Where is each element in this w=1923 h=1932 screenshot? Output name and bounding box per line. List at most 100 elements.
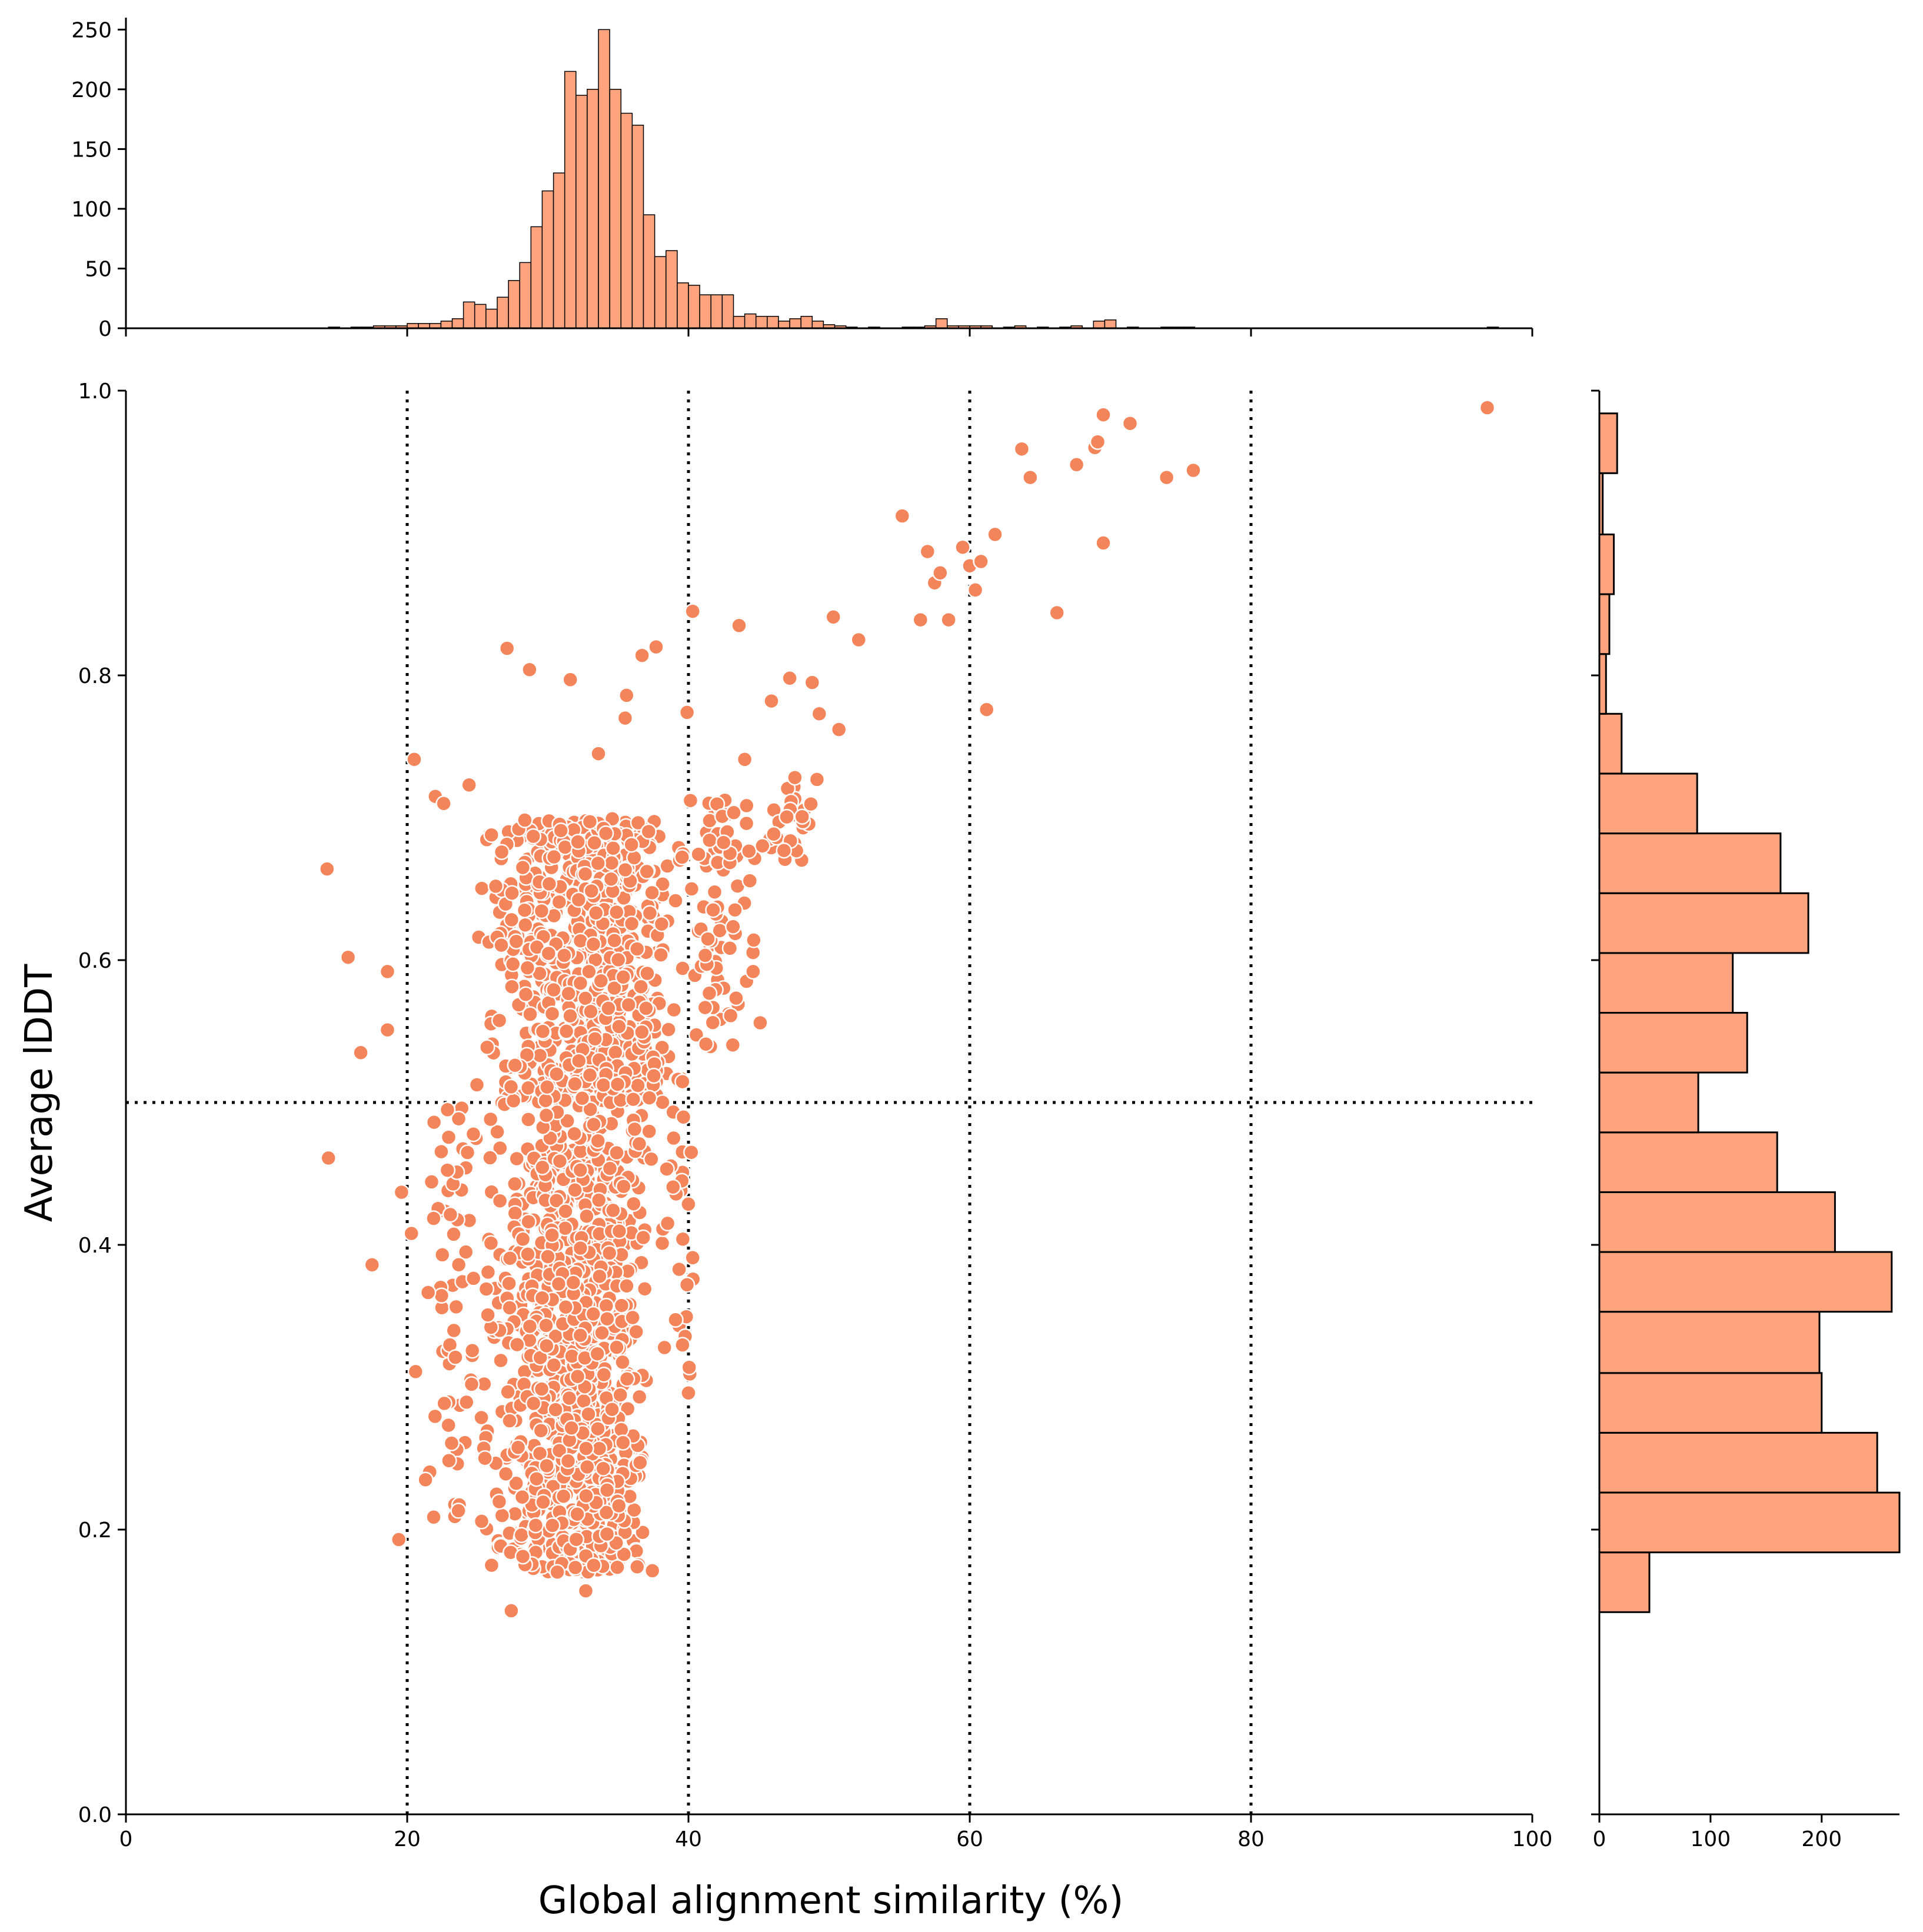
scatter-point (617, 861, 634, 878)
scatter-point (634, 1024, 650, 1041)
scatter-point (508, 1475, 524, 1492)
scatter-point (557, 1203, 574, 1220)
top-histogram-y-tick-label: 150 (71, 138, 112, 162)
scatter-point (617, 709, 634, 727)
scatter-point (658, 1161, 675, 1177)
right-histogram-bar (1598, 1251, 1893, 1313)
scatter-point (653, 947, 669, 963)
top-histogram-y-tick-label: 0 (98, 317, 112, 341)
scatter-point (567, 1182, 583, 1198)
scatter-point (666, 1001, 683, 1018)
scatter-point (535, 1494, 551, 1511)
scatter-point (549, 1564, 565, 1580)
scatter-point (403, 1225, 420, 1242)
scatter-point (641, 1123, 657, 1140)
scatter-point (500, 1384, 516, 1400)
scatter-point (514, 1231, 531, 1248)
scatter-point (616, 1178, 632, 1195)
right-histogram-bar (1598, 1431, 1878, 1494)
scatter-point (491, 1012, 508, 1029)
scatter-point (684, 1250, 701, 1266)
right-histogram-bar (1598, 1131, 1778, 1193)
scatter-point (447, 1349, 464, 1365)
top-histogram-y-tick-label: 200 (71, 78, 112, 102)
scatter-point (680, 1196, 697, 1213)
scatter-point (461, 777, 477, 794)
scatter-point (682, 792, 699, 809)
scatter-point (697, 1035, 714, 1052)
scatter-point (598, 1482, 616, 1498)
scatter-point (440, 1417, 457, 1434)
top-histogram-bar (474, 304, 487, 329)
scatter-point (578, 1487, 594, 1504)
scatter-point (726, 804, 742, 821)
scatter-point (463, 1376, 480, 1393)
scatter-point (390, 1531, 407, 1548)
scatter-point (577, 865, 594, 882)
scatter-point (611, 1497, 627, 1514)
scatter-point (483, 1557, 500, 1574)
scatter-point (894, 508, 911, 524)
scatter-points (319, 399, 1496, 1619)
scatter-point (678, 704, 696, 721)
scatter-point (830, 721, 847, 738)
scatter-point (527, 1517, 544, 1534)
scatter-point (534, 1159, 551, 1175)
scatter-plot: 0 20 40 60 80 100 0.0 0.2 0.4 0.6 0.8 1.0 (78, 379, 1553, 1851)
scatter-point (659, 1215, 676, 1232)
scatter-point (433, 1143, 450, 1160)
x-tick-label: 40 (675, 1827, 702, 1851)
scatter-point (593, 972, 610, 990)
scatter-point (612, 1387, 628, 1403)
scatter-point (433, 1287, 450, 1304)
scatter-point (639, 965, 656, 982)
scatter-point (684, 603, 701, 619)
scatter-point (654, 876, 671, 892)
top-histogram-bar (755, 315, 768, 329)
scatter-point (644, 884, 660, 901)
scatter-point (607, 1044, 624, 1061)
top-histogram-bar (767, 315, 779, 329)
top-histogram-bar (553, 172, 565, 329)
scatter-point (614, 1354, 631, 1371)
scatter-point (705, 901, 721, 918)
scatter-point (1095, 407, 1112, 423)
scatter-point (745, 963, 761, 980)
scatter-point (608, 904, 625, 921)
scatter-point (553, 822, 569, 839)
scatter-point (641, 1090, 658, 1106)
scatter-point (483, 827, 500, 843)
top-histogram-bar (789, 318, 801, 329)
scatter-point (521, 1318, 538, 1335)
top-histogram-bar (609, 89, 622, 329)
scatter-point (464, 1342, 481, 1359)
scatter-point (603, 871, 620, 887)
scatter-point (656, 1339, 673, 1356)
top-histogram-bar (721, 294, 734, 329)
scatter-point (597, 825, 614, 842)
scatter-point (540, 945, 557, 962)
scatter-point (514, 859, 531, 876)
scatter-point (508, 1150, 525, 1167)
scatter-point (608, 1144, 625, 1161)
scatter-point (683, 1144, 700, 1161)
scatter-point (393, 1184, 410, 1201)
scatter-point (379, 1021, 396, 1038)
x-tick-label: 80 (1237, 1827, 1265, 1851)
scatter-point (567, 1075, 583, 1092)
right-histogram-bar (1598, 412, 1618, 474)
scatter-point (557, 1220, 574, 1237)
scatter-point (653, 915, 670, 932)
scatter-point (978, 701, 995, 718)
scatter-point (465, 1270, 482, 1287)
scatter-point (503, 1603, 520, 1619)
scatter-point (497, 1465, 514, 1483)
top-histogram-bar (733, 315, 746, 329)
top-histogram-bar (587, 89, 599, 329)
scatter-point (585, 936, 602, 952)
scatter-point (601, 1160, 618, 1177)
top-histogram-bar (800, 315, 813, 329)
scatter-point (675, 1108, 692, 1125)
scatter-point (599, 1310, 616, 1327)
